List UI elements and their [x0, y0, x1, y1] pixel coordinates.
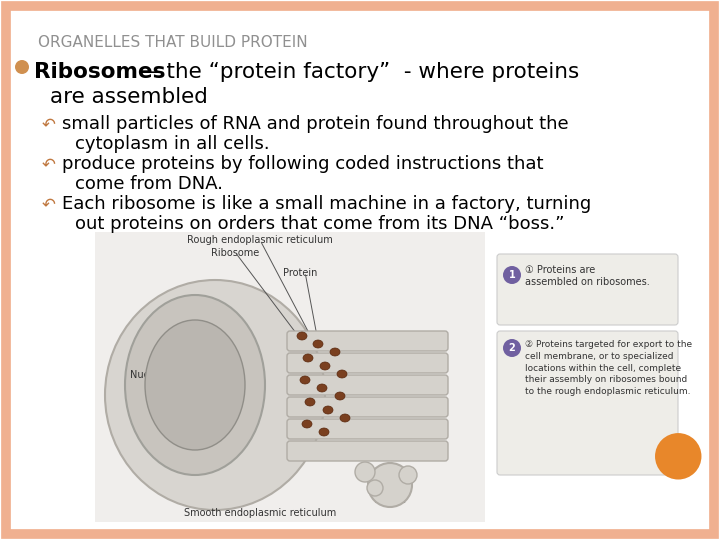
- Ellipse shape: [300, 376, 310, 384]
- Text: out proteins on orders that come from its DNA “boss.”: out proteins on orders that come from it…: [75, 215, 564, 233]
- Ellipse shape: [337, 370, 347, 378]
- Text: 2: 2: [508, 343, 516, 353]
- Text: ① Proteins are
assembled on ribosomes.: ① Proteins are assembled on ribosomes.: [525, 265, 649, 287]
- Circle shape: [503, 339, 521, 357]
- Circle shape: [367, 480, 383, 496]
- Circle shape: [368, 463, 412, 507]
- Ellipse shape: [303, 354, 313, 362]
- Text: ↶: ↶: [42, 155, 56, 173]
- Ellipse shape: [335, 392, 345, 400]
- FancyBboxPatch shape: [287, 375, 448, 395]
- Text: Ribosome: Ribosome: [211, 248, 259, 258]
- Text: ↶: ↶: [42, 115, 56, 133]
- Bar: [95, 232, 485, 522]
- Text: produce proteins by following coded instructions that: produce proteins by following coded inst…: [62, 155, 544, 173]
- FancyBboxPatch shape: [497, 331, 678, 475]
- Circle shape: [15, 60, 29, 74]
- Ellipse shape: [323, 406, 333, 414]
- Ellipse shape: [317, 384, 327, 392]
- Text: Ribosomes: Ribosomes: [34, 62, 166, 82]
- Text: ② Proteins targeted for export to the
cell membrane, or to specialized
locations: ② Proteins targeted for export to the ce…: [525, 340, 692, 396]
- Ellipse shape: [105, 280, 325, 510]
- Text: Vesicle: Vesicle: [373, 495, 407, 505]
- Text: Nucleus: Nucleus: [130, 370, 170, 380]
- Ellipse shape: [313, 340, 323, 348]
- Circle shape: [355, 462, 375, 482]
- Circle shape: [655, 433, 701, 480]
- Text: 1: 1: [508, 270, 516, 280]
- Ellipse shape: [340, 414, 350, 422]
- Ellipse shape: [302, 420, 312, 428]
- Text: Protein: Protein: [283, 268, 318, 278]
- FancyBboxPatch shape: [287, 419, 448, 439]
- Text: ORGANELLES THAT BUILD PROTEIN: ORGANELLES THAT BUILD PROTEIN: [38, 35, 307, 50]
- Text: – the “protein factory”  - where proteins: – the “protein factory” - where proteins: [142, 62, 580, 82]
- FancyBboxPatch shape: [287, 397, 448, 417]
- Text: cytoplasm in all cells.: cytoplasm in all cells.: [75, 135, 269, 153]
- Ellipse shape: [125, 295, 265, 475]
- Circle shape: [503, 266, 521, 284]
- Ellipse shape: [330, 348, 340, 356]
- Circle shape: [399, 466, 417, 484]
- FancyBboxPatch shape: [287, 353, 448, 373]
- Ellipse shape: [320, 362, 330, 370]
- Text: Rough endoplasmic reticulum: Rough endoplasmic reticulum: [187, 235, 333, 245]
- Ellipse shape: [297, 332, 307, 340]
- Ellipse shape: [145, 320, 245, 450]
- Text: small particles of RNA and protein found throughout the: small particles of RNA and protein found…: [62, 115, 569, 133]
- Ellipse shape: [305, 398, 315, 406]
- FancyBboxPatch shape: [287, 331, 448, 351]
- FancyBboxPatch shape: [287, 441, 448, 461]
- Ellipse shape: [319, 428, 329, 436]
- Text: come from DNA.: come from DNA.: [75, 175, 223, 193]
- Text: ↶: ↶: [42, 195, 56, 213]
- Text: are assembled: are assembled: [50, 87, 208, 107]
- Text: Smooth endoplasmic reticulum: Smooth endoplasmic reticulum: [184, 508, 336, 518]
- Text: Each ribosome is like a small machine in a factory, turning: Each ribosome is like a small machine in…: [62, 195, 591, 213]
- FancyBboxPatch shape: [497, 254, 678, 325]
